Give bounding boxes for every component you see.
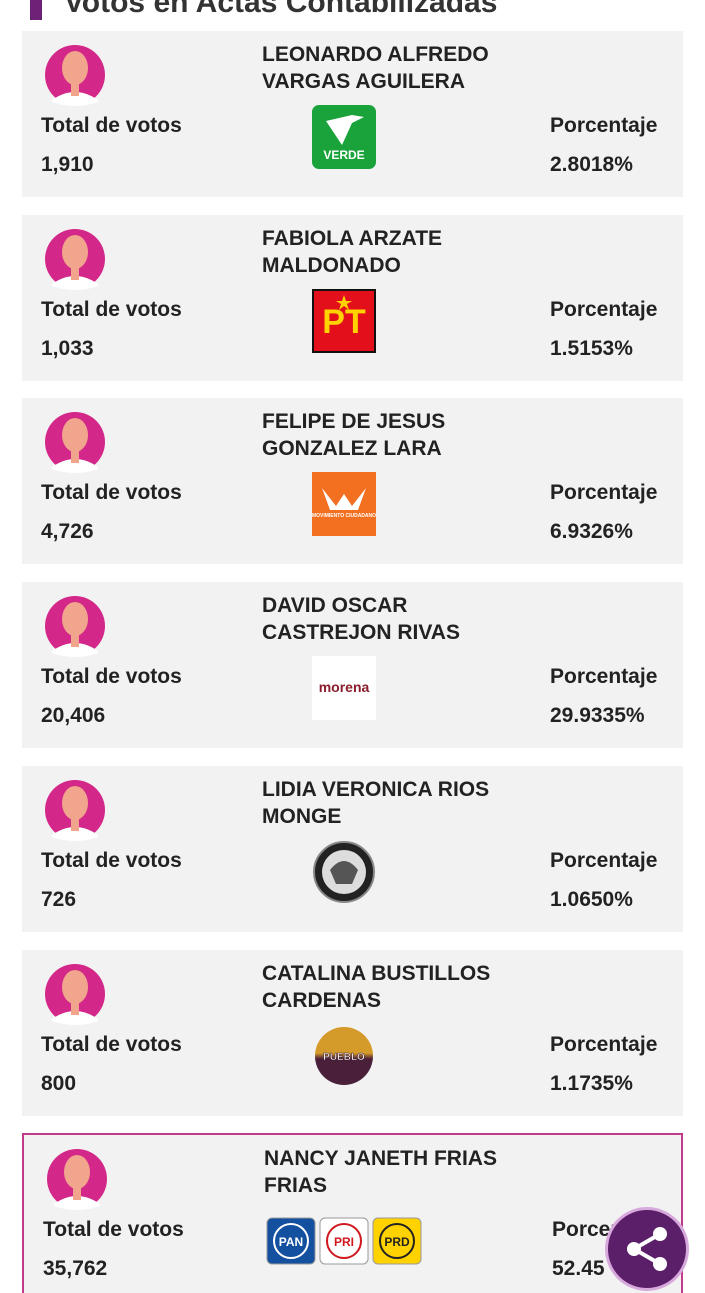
party-logo-bg <box>312 656 376 721</box>
party-logo-text: PT <box>322 303 366 341</box>
candidate-name: LIDIA VERONICA RIOS MONGE <box>262 777 490 828</box>
party-logo-text: PUEBLO <box>323 1052 365 1063</box>
percent-label: Porcentaje <box>550 1032 658 1056</box>
party-logo-text: morena <box>319 679 370 695</box>
votes-label: Total de votos <box>41 114 182 137</box>
avatar-body <box>52 643 98 658</box>
percent-value: 2.8018% <box>550 153 633 176</box>
candidate-name: NANCY JANETH FRIAS FRIAS <box>264 1147 497 1198</box>
avatar-body <box>52 92 98 106</box>
percent-label: Porcentaje <box>550 114 658 137</box>
avatar-head <box>62 418 88 453</box>
votes-label: Total de votos <box>43 1218 184 1242</box>
avatar-head <box>62 51 88 85</box>
percent-value: 6.9326% <box>550 520 633 544</box>
party-logos: PAN PRI PRD <box>266 1217 422 1265</box>
avatar-body <box>52 1010 98 1025</box>
party-logo-eagle <box>322 488 366 511</box>
party-logo: VERDE <box>312 105 376 169</box>
votes-value: 726 <box>41 887 77 911</box>
avatar-neck <box>73 1186 81 1201</box>
party-logo-ring <box>379 1223 415 1260</box>
candidate-card: FABIOLA ARZATE MALDONADO Total de votos 1,… <box>22 214 683 381</box>
avatar <box>47 1149 107 1211</box>
avatar <box>45 228 105 290</box>
party-logo-text: PAN <box>279 1235 303 1249</box>
candidate-card: LIDIA VERONICA RIOS MONGE Total de votos 7… <box>22 765 683 932</box>
avatar-neck <box>71 449 79 464</box>
party-logo: PUEBLO <box>315 1026 373 1085</box>
header-title: Votos en Actas Contabilizadas <box>64 0 498 19</box>
percent-value: 1.0650% <box>550 887 633 911</box>
party-logo: PT <box>312 288 376 353</box>
party-logo: morena <box>312 656 376 721</box>
avatar <box>45 596 105 658</box>
percent-label: Porcentaje <box>550 848 658 872</box>
candidate-card: CATALINA BUSTILLOS CARDENAS Total de voto… <box>22 949 683 1116</box>
avatar <box>45 963 105 1025</box>
avatar-head <box>62 602 88 637</box>
header: Votos en Actas Contabilizadas <box>30 0 497 20</box>
candidate-name: LEONARDO ALFREDO VARGAS AGUILERA <box>262 43 489 93</box>
candidate-card: DAVID OSCAR CASTREJON RIVAS Total de voto… <box>22 582 683 749</box>
share-button[interactable] <box>605 1207 689 1291</box>
candidate-card: NANCY JANETH FRIAS FRIAS Total de votos 35… <box>22 1133 683 1293</box>
party-logo-star <box>336 294 352 310</box>
percent-label: Porcentaje <box>550 665 658 689</box>
avatar-neck <box>71 265 79 280</box>
avatar-neck <box>71 816 79 831</box>
avatar-body <box>52 826 98 841</box>
avatar <box>45 45 105 106</box>
avatar-body <box>52 275 98 290</box>
avatar-body <box>52 459 98 474</box>
votes-value: 4,726 <box>41 520 94 544</box>
avatar-head <box>62 969 88 1004</box>
candidate-name: FELIPE DE JESUS GONZALEZ LARA <box>262 410 446 461</box>
votes-value: 800 <box>41 1071 77 1095</box>
party-logo-eagle <box>330 860 358 884</box>
party-logo-bg <box>315 1026 373 1085</box>
avatar <box>45 779 105 841</box>
candidate-name: FABIOLA ARZATE MALDONADO <box>262 226 443 277</box>
party-logo-text: VERDE <box>323 148 364 162</box>
avatar-neck <box>71 82 79 96</box>
percent-value: 29.9335% <box>550 704 645 728</box>
party-logo-ring <box>326 1223 362 1260</box>
avatar <box>45 412 105 474</box>
votes-value: 1,033 <box>41 336 94 360</box>
votes-label: Total de votos <box>41 665 182 689</box>
avatar-head <box>62 234 88 269</box>
votes-value: 1,910 <box>41 153 94 176</box>
votes-label: Total de votos <box>41 481 182 505</box>
header-bar <box>30 0 42 20</box>
party-logo-text: PRI <box>334 1235 354 1249</box>
votes-label: Total de votos <box>41 297 182 321</box>
avatar-neck <box>71 633 79 648</box>
avatar-body <box>54 1196 100 1211</box>
percent-label: Porcentaje <box>550 297 658 321</box>
party-logo-ring <box>273 1223 309 1260</box>
party-logo-text: PRD <box>384 1235 410 1249</box>
candidate-card: LEONARDO ALFREDO VARGAS AGUILERA Total de… <box>22 31 683 197</box>
candidate-name: CATALINA BUSTILLOS CARDENAS <box>262 961 491 1012</box>
avatar-neck <box>71 1000 79 1015</box>
party-logo <box>313 840 375 903</box>
avatar-head <box>64 1155 90 1190</box>
party-logo: MOVIMIENTO CIUDADANO <box>312 472 376 537</box>
party-logo-toucan <box>326 115 364 145</box>
percent-value: 52.45 <box>552 1257 605 1281</box>
votes-label: Total de votos <box>41 848 182 872</box>
percent-value: 1.5153% <box>550 336 633 360</box>
percent-label: Porcentaje <box>550 481 658 505</box>
avatar-head <box>62 785 88 820</box>
candidate-name: DAVID OSCAR CASTREJON RIVAS <box>262 594 460 645</box>
percent-value: 1.1735% <box>550 1071 633 1095</box>
votes-label: Total de votos <box>41 1032 182 1056</box>
party-logo-text: MOVIMIENTO CIUDADANO <box>312 513 376 519</box>
votes-value: 20,406 <box>41 704 106 728</box>
votes-value: 35,762 <box>43 1257 108 1281</box>
share-icon <box>627 1227 667 1271</box>
candidate-card: FELIPE DE JESUS GONZALEZ LARA Total de vo… <box>22 398 683 565</box>
